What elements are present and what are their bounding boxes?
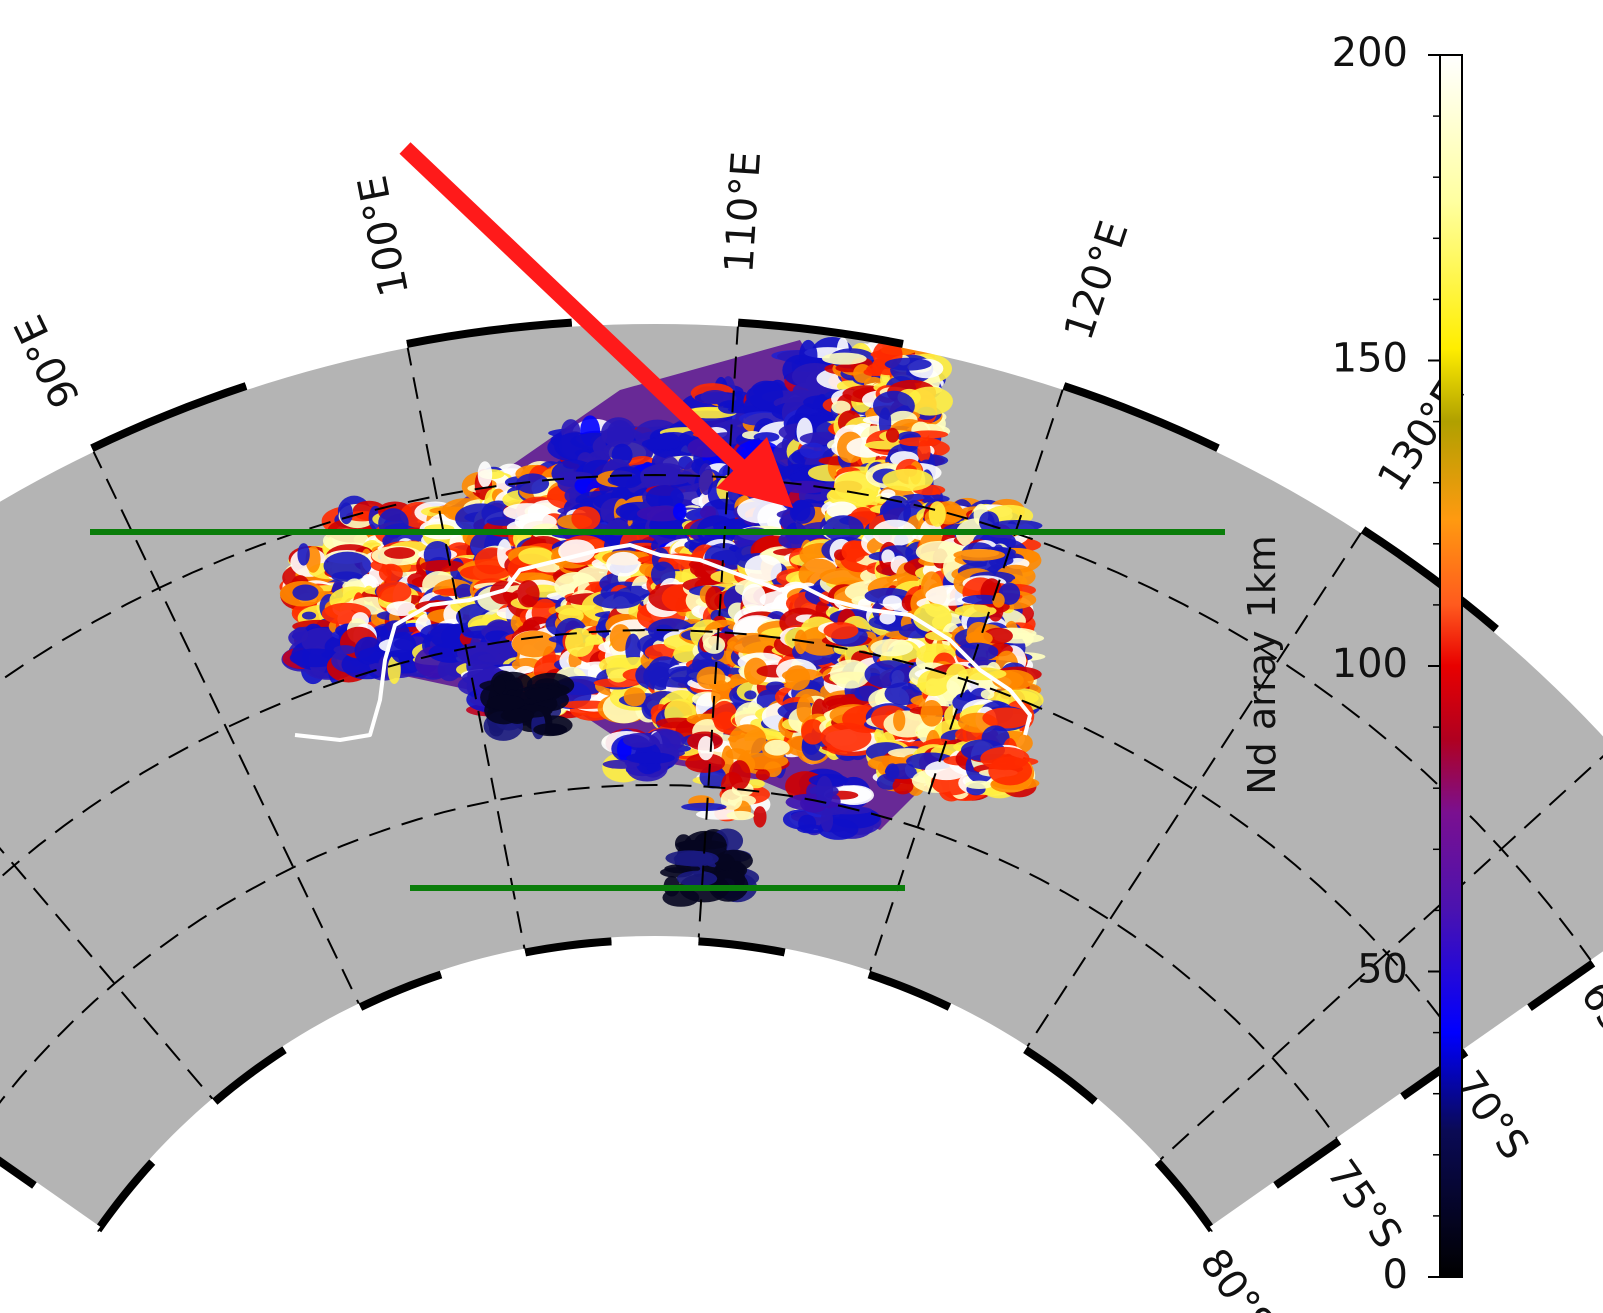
annotation-arrow bbox=[399, 142, 793, 508]
frame-segment bbox=[282, 1003, 363, 1054]
frame-segment bbox=[947, 1003, 1028, 1054]
frame-segment bbox=[783, 948, 871, 979]
meridian-line bbox=[91, 447, 362, 1008]
colorbar-gradient bbox=[1439, 54, 1463, 1278]
colorbar-tick-label: 100 bbox=[1332, 641, 1408, 687]
frame-segment bbox=[524, 937, 612, 957]
frame-segment bbox=[406, 318, 573, 348]
parallel-line bbox=[0, 628, 1467, 1053]
frame-segment bbox=[1209, 1182, 1278, 1234]
frame-segment bbox=[212, 1046, 287, 1105]
longitude-label: 110°E bbox=[716, 150, 770, 274]
colorbar: 0 50 100 150 200 bbox=[1332, 30, 1463, 1298]
frame-segment bbox=[1216, 444, 1366, 534]
frame-segment bbox=[571, 315, 739, 327]
frame-segment bbox=[698, 937, 786, 957]
frame-segment bbox=[358, 970, 443, 1011]
frame-segment bbox=[1493, 625, 1603, 737]
colorbar-label: Nd array 1km bbox=[1240, 535, 1284, 795]
latitude-label: 75°S bbox=[1318, 1152, 1411, 1257]
frame-segment bbox=[1092, 1098, 1161, 1165]
frame-segment bbox=[902, 339, 1066, 390]
frame-segment bbox=[1154, 1159, 1216, 1233]
frame-segment bbox=[737, 318, 904, 348]
colorbar-tick-label: 200 bbox=[1332, 30, 1408, 76]
frame-segment bbox=[1527, 959, 1596, 1011]
frame-segment bbox=[90, 382, 248, 452]
frame-segment bbox=[149, 1098, 218, 1165]
colorbar-tick-label: 150 bbox=[1332, 336, 1408, 382]
map-frame bbox=[0, 315, 1603, 1234]
longitude-label: 120°E bbox=[1056, 216, 1138, 346]
droplet-concentration-field bbox=[279, 336, 1046, 907]
longitude-label: 90°E bbox=[6, 308, 89, 415]
frame-segment bbox=[32, 1182, 101, 1234]
latitude-label: 80°S bbox=[1191, 1241, 1284, 1313]
parallel-line bbox=[0, 783, 1340, 1142]
frame-segment bbox=[0, 1156, 37, 1189]
colorbar-tick-label: 0 bbox=[1383, 1252, 1408, 1298]
frame-segment bbox=[0, 444, 94, 502]
frame-segment bbox=[244, 339, 408, 390]
antarctic-coastline bbox=[294, 543, 1032, 742]
frame-segment bbox=[94, 1159, 156, 1233]
frame-segment bbox=[1023, 1046, 1098, 1105]
graticule bbox=[0, 322, 1603, 1163]
colorbar-ticks: 0 50 100 150 200 bbox=[1332, 30, 1440, 1298]
meridian-line bbox=[1024, 529, 1364, 1051]
frame-segment bbox=[1062, 382, 1220, 452]
longitude-label: 100°E bbox=[350, 172, 418, 300]
meridian-line bbox=[697, 322, 740, 942]
frame-segment bbox=[1273, 1137, 1342, 1189]
frame-segment bbox=[611, 935, 699, 946]
frame-segment bbox=[439, 948, 527, 979]
frame-segment bbox=[1463, 1004, 1532, 1056]
frame-segment bbox=[1360, 526, 1499, 633]
latitude-label: 65°S bbox=[1571, 974, 1603, 1079]
frame-segment bbox=[1336, 1093, 1405, 1145]
colorbar-tick-label: 50 bbox=[1357, 947, 1408, 993]
parallel-line bbox=[0, 473, 1594, 964]
frame-segment bbox=[867, 970, 952, 1011]
